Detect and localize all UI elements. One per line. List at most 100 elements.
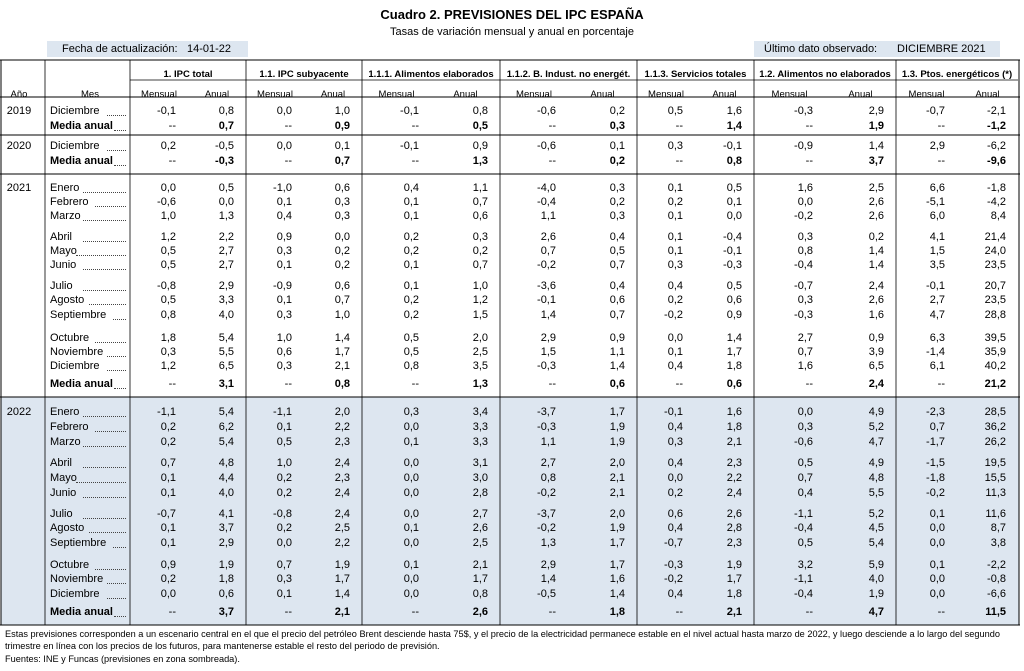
month-label: Enero [50,406,80,418]
value-cell: 0,9 [334,120,350,132]
value-cell: 23,5 [984,294,1006,306]
value-cell: 2,5 [472,346,488,358]
value-cell: 0,0 [218,196,234,208]
value-cell: -- [805,606,813,618]
last-observed-value: DICIEMBRE 2021 [897,43,986,55]
value-cell: 0,2 [403,294,419,306]
dot-leader [83,240,126,242]
dot-leader [83,517,126,519]
value-cell: 2,9 [929,140,945,152]
value-cell: 2,8 [472,487,488,499]
value-cell: 0,4 [276,210,292,222]
value-cell: 1,8 [726,588,742,600]
value-cell: 3,9 [868,346,884,358]
dot-leader [83,219,126,221]
value-cell: 0,1 [276,196,292,208]
value-cell: 11,5 [985,606,1006,618]
value-cell: -0,8 [273,508,292,520]
value-cell: 2,0 [609,508,625,520]
value-cell: 4,4 [218,472,234,484]
value-cell: 4,7 [868,436,884,448]
value-cell: 0,3 [276,309,292,321]
value-cell: 1,4 [868,140,884,152]
value-cell: -0,3 [215,155,234,167]
value-cell: 0,4 [797,487,813,499]
value-cell: 2,8 [726,522,742,534]
value-cell: 2,1 [726,606,742,618]
value-cell: 2,6 [868,196,884,208]
value-cell: 0,1 [403,259,419,271]
header-mensual-2: Mensual [257,89,293,100]
value-cell: 2,7 [797,332,813,344]
month-label: Noviembre [50,573,104,585]
value-cell: 1,9 [609,522,625,534]
value-cell: 1,7 [609,559,625,571]
value-cell: 1,9 [609,436,625,448]
value-cell: 39,5 [984,332,1006,344]
dot-leader [83,466,126,468]
value-cell: 0,2 [334,259,350,271]
value-cell: -0,4 [794,522,813,534]
value-cell: 5,4 [218,436,234,448]
header-group-3: 1.1.1. Alimentos elaborados [368,69,494,80]
value-cell: 0,3 [472,231,488,243]
value-cell: -0,6 [537,105,556,117]
value-cell: 4,7 [929,309,945,321]
value-cell: 2,6 [540,231,556,243]
value-cell: 0,7 [334,155,350,167]
value-cell: 40,2 [984,360,1006,372]
value-cell: -- [284,120,292,132]
header-anual-7: Anual [975,89,1000,100]
dot-leader [107,369,126,371]
value-cell: -- [805,120,813,132]
value-cell: 0,1 [667,346,683,358]
value-cell: 0,7 [797,472,813,484]
value-cell: -- [168,606,176,618]
header-mensual-5: Mensual [648,89,684,100]
value-cell: 0,0 [160,588,176,600]
value-cell: 6,2 [218,421,234,433]
value-cell: 2,4 [334,487,350,499]
value-cell: 5,5 [218,346,234,358]
value-cell: -0,1 [926,280,945,292]
value-cell: -- [284,606,292,618]
value-cell: 2,2 [218,231,234,243]
value-cell: -1,1 [794,573,813,585]
value-cell: -3,6 [537,280,556,292]
value-cell: -- [411,120,419,132]
value-cell: -0,7 [157,508,176,520]
header-month: Mes [81,89,99,100]
value-cell: -0,4 [537,196,556,208]
value-cell: 0,8 [726,155,742,167]
value-cell: 0,6 [334,280,350,292]
value-cell: 15,5 [984,472,1006,484]
dot-leader [83,496,126,498]
value-cell: 2,2 [334,537,350,549]
value-cell: 1,0 [334,309,350,321]
value-cell: 3,3 [472,436,488,448]
value-cell: -- [168,378,176,390]
month-label: Diciembre [50,588,100,600]
value-cell: 6,0 [929,210,945,222]
value-cell: -- [284,378,292,390]
value-cell: 3,4 [472,406,488,418]
month-label: Diciembre [50,140,100,152]
dot-leader [113,546,126,548]
month-label: Enero [50,182,80,194]
value-cell: 0,8 [797,245,813,257]
table-subtitle: Tasas de variación mensual y anual en po… [390,26,634,38]
header-anual-2: Anual [320,89,346,100]
value-cell: 0,0 [276,537,292,549]
header-anual-6: Anual [848,89,873,100]
value-cell: -0,2 [794,210,813,222]
value-cell: 0,7 [218,120,234,132]
value-cell: 3,1 [218,378,234,390]
value-cell: -1,1 [273,406,292,418]
value-cell: 1,4 [609,360,625,372]
value-cell: -1,8 [987,182,1006,194]
value-cell: 5,4 [868,537,884,549]
value-cell: 0,8 [160,309,176,321]
dot-leader [114,164,126,166]
month-label: Julio [50,508,73,520]
value-cell: 0,0 [929,537,945,549]
